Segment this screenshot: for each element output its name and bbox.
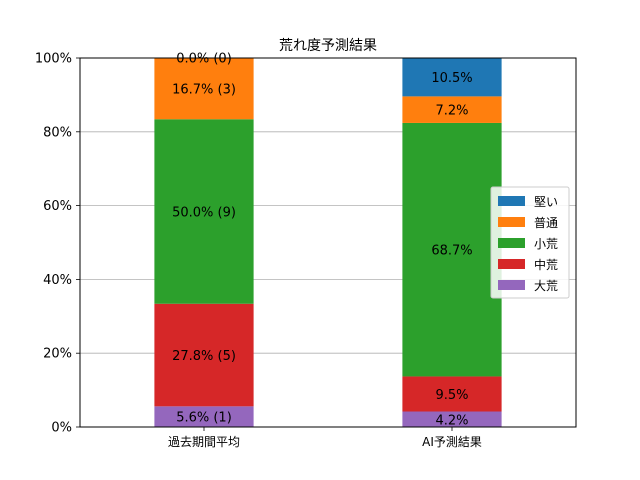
y-axis: 0% 20% 40% 60% 80% 100% <box>35 52 80 436</box>
bar-stacks <box>154 57 502 427</box>
bar-data-label: 9.5% <box>435 388 468 403</box>
legend-label: 中荒 <box>534 257 558 272</box>
bar-data-label: 50.0% (9) <box>172 206 236 221</box>
x-axis: 過去期間平均 AI予測結果 <box>168 427 482 449</box>
bar-data-label: 68.7% <box>431 244 472 259</box>
legend-swatch <box>498 196 525 206</box>
legend-swatch <box>498 259 525 269</box>
bar-segment <box>402 376 502 412</box>
x-tick-label: AI予測結果 <box>422 435 482 449</box>
bar-data-label: 10.5% <box>431 71 472 86</box>
x-tick-label: 過去期間平均 <box>168 435 240 449</box>
bar-data-label: 4.2% <box>435 413 468 428</box>
legend-swatch <box>498 280 525 290</box>
bar-segment <box>402 122 502 377</box>
bar-segment <box>154 303 254 407</box>
y-tick-label: 100% <box>35 52 72 67</box>
bar-segment <box>154 406 254 427</box>
bar-data-label: 27.8% (5) <box>172 349 236 364</box>
legend-label: 普通 <box>534 216 558 230</box>
legend-swatch <box>498 217 525 227</box>
legend-label: 小荒 <box>534 237 558 251</box>
legend-box <box>490 186 570 299</box>
legend-label: 堅い <box>534 195 558 209</box>
bar-value-labels: 5.6% (1) 27.8% (5) 50.0% (9) 16.7% (3) 0.0% … <box>172 52 473 429</box>
legend-label: 大荒 <box>534 279 558 293</box>
bar-data-label: 7.2% <box>435 104 468 119</box>
bar-segment <box>154 119 254 304</box>
bar-data-label: 0.0% (0) <box>176 52 232 67</box>
bar-segment <box>402 411 502 427</box>
y-tick-label: 60% <box>43 199 72 214</box>
y-tick-label: 80% <box>43 125 72 140</box>
legend-swatch <box>498 238 525 248</box>
bar-segment <box>154 57 254 120</box>
y-tick-label: 0% <box>51 421 72 436</box>
bar-segment <box>402 57 502 97</box>
y-tick-label: 20% <box>43 347 72 362</box>
y-tick-label: 40% <box>43 273 72 288</box>
chart-title: 荒れ度予測結果 <box>279 38 377 54</box>
bar-segment <box>402 96 502 123</box>
bar-data-label: 5.6% (1) <box>176 411 232 426</box>
plot-frame <box>79 57 577 428</box>
bar-data-label: 16.7% (3) <box>172 82 236 97</box>
